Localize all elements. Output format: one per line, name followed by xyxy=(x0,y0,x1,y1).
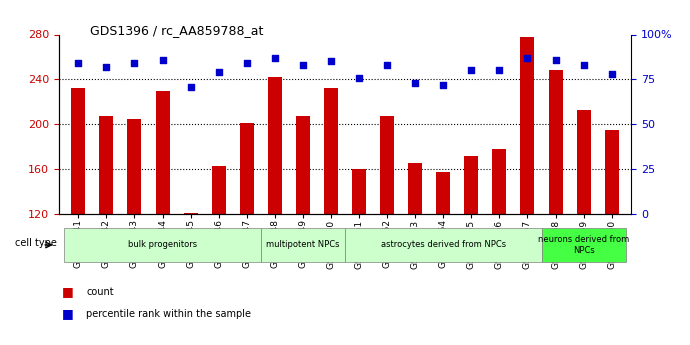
Point xyxy=(494,68,505,73)
Bar xyxy=(436,172,451,345)
Text: count: count xyxy=(86,287,114,296)
Bar xyxy=(408,164,422,345)
Text: ■: ■ xyxy=(62,285,74,298)
FancyBboxPatch shape xyxy=(345,228,542,262)
Point xyxy=(185,84,196,89)
Point xyxy=(437,82,448,88)
Text: bulk progenitors: bulk progenitors xyxy=(128,240,197,249)
Bar xyxy=(212,166,226,345)
Bar xyxy=(128,119,141,345)
Point xyxy=(297,62,308,68)
Bar xyxy=(239,123,254,345)
Point xyxy=(269,55,280,61)
Bar xyxy=(380,116,394,345)
Bar xyxy=(352,169,366,345)
Point xyxy=(522,55,533,61)
Point xyxy=(410,80,421,86)
FancyBboxPatch shape xyxy=(64,228,261,262)
FancyBboxPatch shape xyxy=(542,228,626,262)
Text: cell type: cell type xyxy=(14,238,57,248)
Point xyxy=(466,68,477,73)
Text: multipotent NPCs: multipotent NPCs xyxy=(266,240,339,249)
Bar xyxy=(493,149,506,345)
Point xyxy=(353,75,364,80)
Point xyxy=(382,62,393,68)
Text: astrocytes derived from NPCs: astrocytes derived from NPCs xyxy=(381,240,506,249)
Point xyxy=(550,57,561,62)
Point xyxy=(241,60,253,66)
Text: ■: ■ xyxy=(62,307,74,321)
Bar xyxy=(99,116,113,345)
Point xyxy=(72,60,83,66)
Bar xyxy=(268,77,282,345)
Bar xyxy=(296,116,310,345)
FancyBboxPatch shape xyxy=(261,228,345,262)
Point xyxy=(157,57,168,62)
Bar xyxy=(577,110,591,345)
Point xyxy=(213,69,224,75)
Text: neurons derived from
NPCs: neurons derived from NPCs xyxy=(538,235,629,255)
Bar xyxy=(71,88,86,345)
Bar xyxy=(549,70,562,345)
Bar xyxy=(155,90,170,345)
Bar xyxy=(324,88,338,345)
Text: GDS1396 / rc_AA859788_at: GDS1396 / rc_AA859788_at xyxy=(90,24,263,37)
Text: percentile rank within the sample: percentile rank within the sample xyxy=(86,309,251,319)
Point xyxy=(607,71,618,77)
Point xyxy=(129,60,140,66)
Bar xyxy=(520,37,535,345)
Bar xyxy=(464,156,478,345)
Bar xyxy=(604,130,619,345)
Point xyxy=(578,62,589,68)
Bar xyxy=(184,213,197,345)
Point xyxy=(101,64,112,70)
Point xyxy=(326,59,337,64)
